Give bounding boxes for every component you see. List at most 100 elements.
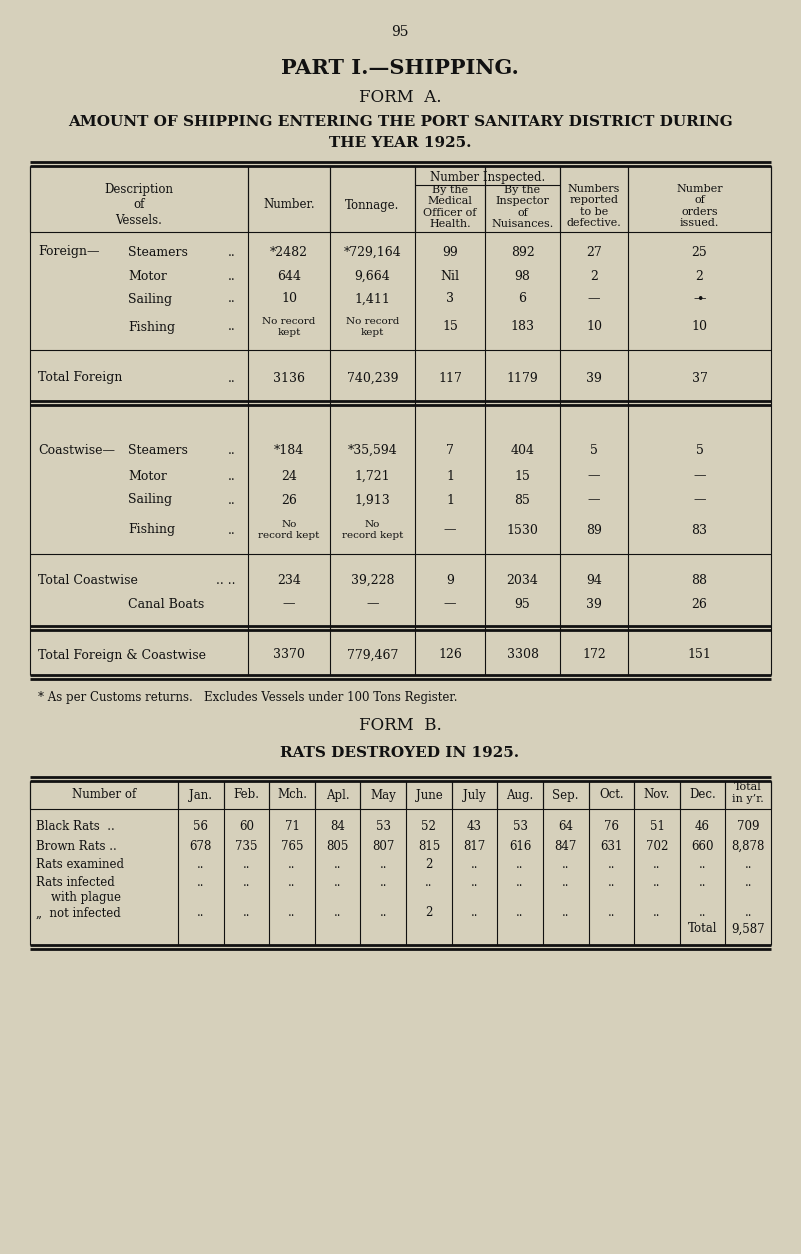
Text: Total Foreign & Coastwise: Total Foreign & Coastwise bbox=[38, 648, 206, 662]
Text: 27: 27 bbox=[586, 246, 602, 258]
Text: THE YEAR 1925.: THE YEAR 1925. bbox=[328, 135, 471, 150]
Text: ..: .. bbox=[288, 907, 296, 919]
Text: 3308: 3308 bbox=[506, 648, 538, 662]
Text: ..: .. bbox=[380, 859, 387, 872]
Text: 5: 5 bbox=[590, 444, 598, 456]
Text: *729,164: *729,164 bbox=[344, 246, 401, 258]
Text: ..: .. bbox=[471, 875, 478, 889]
Text: ..: .. bbox=[698, 859, 706, 872]
Text: Total Coastwise: Total Coastwise bbox=[38, 573, 138, 587]
Text: 660: 660 bbox=[691, 839, 714, 853]
Text: 2: 2 bbox=[425, 859, 433, 872]
Text: 805: 805 bbox=[327, 839, 349, 853]
Text: ..: .. bbox=[471, 907, 478, 919]
Text: FORM  A.: FORM A. bbox=[359, 89, 441, 105]
Text: 26: 26 bbox=[691, 597, 707, 611]
Text: 2: 2 bbox=[425, 907, 433, 919]
Text: 6: 6 bbox=[518, 292, 526, 306]
Text: ..: .. bbox=[608, 859, 615, 872]
Text: Sailing: Sailing bbox=[128, 292, 172, 306]
Text: 15: 15 bbox=[442, 321, 458, 334]
Text: 56: 56 bbox=[193, 820, 208, 834]
Text: By the
Inspector
of
Nuisances.: By the Inspector of Nuisances. bbox=[491, 184, 553, 229]
Text: ..: .. bbox=[608, 907, 615, 919]
Text: ..: .. bbox=[228, 444, 236, 456]
Text: PART I.—SHIPPING.: PART I.—SHIPPING. bbox=[281, 58, 519, 78]
Text: 85: 85 bbox=[514, 494, 530, 507]
Text: Brown Rats ..: Brown Rats .. bbox=[36, 839, 117, 853]
Text: Numbers
reported
to be
defective.: Numbers reported to be defective. bbox=[566, 183, 622, 228]
Text: 631: 631 bbox=[600, 839, 622, 853]
Text: ..: .. bbox=[228, 246, 236, 258]
Text: 892: 892 bbox=[510, 246, 534, 258]
Text: 3: 3 bbox=[446, 292, 454, 306]
Text: —: — bbox=[588, 469, 600, 483]
Text: 3136: 3136 bbox=[273, 371, 305, 385]
Text: 1530: 1530 bbox=[506, 523, 538, 537]
Text: 71: 71 bbox=[284, 820, 300, 834]
Text: 8,878: 8,878 bbox=[731, 839, 765, 853]
Text: Number of: Number of bbox=[72, 789, 136, 801]
Text: July: July bbox=[463, 789, 486, 801]
Text: Jan.: Jan. bbox=[189, 789, 212, 801]
Text: ..: .. bbox=[243, 875, 250, 889]
Text: 10: 10 bbox=[691, 321, 707, 334]
Text: ..: .. bbox=[744, 875, 752, 889]
Text: ..: .. bbox=[228, 469, 236, 483]
Text: „  not infected: „ not infected bbox=[36, 907, 121, 919]
Text: Steamers: Steamers bbox=[128, 444, 188, 456]
Text: 98: 98 bbox=[514, 270, 530, 282]
Text: ..: .. bbox=[698, 907, 706, 919]
Text: 94: 94 bbox=[586, 573, 602, 587]
Text: ..: .. bbox=[608, 875, 615, 889]
Text: Dec.: Dec. bbox=[689, 789, 716, 801]
Text: 2034: 2034 bbox=[506, 573, 538, 587]
Text: Nov.: Nov. bbox=[644, 789, 670, 801]
Text: ..: .. bbox=[653, 859, 661, 872]
Text: 60: 60 bbox=[239, 820, 254, 834]
Text: ..: .. bbox=[228, 270, 236, 282]
Text: 644: 644 bbox=[277, 270, 301, 282]
Text: Rats infected: Rats infected bbox=[36, 875, 115, 889]
Text: ..: .. bbox=[228, 494, 236, 507]
Text: —: — bbox=[366, 597, 379, 611]
Text: 1: 1 bbox=[446, 494, 454, 507]
Text: Fishing: Fishing bbox=[128, 523, 175, 537]
Text: with plague: with plague bbox=[36, 890, 121, 903]
Text: No record
kept: No record kept bbox=[262, 317, 316, 337]
Text: 702: 702 bbox=[646, 839, 668, 853]
Text: ..: .. bbox=[197, 859, 204, 872]
Text: Mch.: Mch. bbox=[277, 789, 307, 801]
Text: 88: 88 bbox=[691, 573, 707, 587]
Text: 847: 847 bbox=[554, 839, 577, 853]
Text: Sailing: Sailing bbox=[128, 494, 172, 507]
Text: Sep.: Sep. bbox=[553, 789, 579, 801]
Text: 24: 24 bbox=[281, 469, 297, 483]
Text: ..: .. bbox=[334, 859, 341, 872]
Text: Total
in y’r.: Total in y’r. bbox=[732, 782, 764, 804]
Text: .. ..: .. .. bbox=[216, 573, 236, 587]
Text: 616: 616 bbox=[509, 839, 531, 853]
Text: 52: 52 bbox=[421, 820, 437, 834]
Text: 53: 53 bbox=[513, 820, 528, 834]
Text: 151: 151 bbox=[687, 648, 711, 662]
Text: No
record kept: No record kept bbox=[342, 520, 403, 539]
Text: ..: .. bbox=[380, 907, 387, 919]
Text: ..: .. bbox=[243, 859, 250, 872]
Text: 46: 46 bbox=[695, 820, 710, 834]
Text: —: — bbox=[588, 494, 600, 507]
Text: 26: 26 bbox=[281, 494, 297, 507]
Text: 2: 2 bbox=[590, 270, 598, 282]
Text: —: — bbox=[283, 597, 296, 611]
Text: FORM  B.: FORM B. bbox=[359, 716, 441, 734]
Text: 5: 5 bbox=[695, 444, 703, 456]
Text: •: • bbox=[696, 292, 703, 306]
Text: 404: 404 bbox=[510, 444, 534, 456]
Text: 39: 39 bbox=[586, 597, 602, 611]
Text: 126: 126 bbox=[438, 648, 462, 662]
Text: 99: 99 bbox=[442, 246, 458, 258]
Text: Apl.: Apl. bbox=[326, 789, 349, 801]
Text: —: — bbox=[444, 597, 457, 611]
Text: 1,913: 1,913 bbox=[355, 494, 390, 507]
Text: —: — bbox=[444, 523, 457, 537]
